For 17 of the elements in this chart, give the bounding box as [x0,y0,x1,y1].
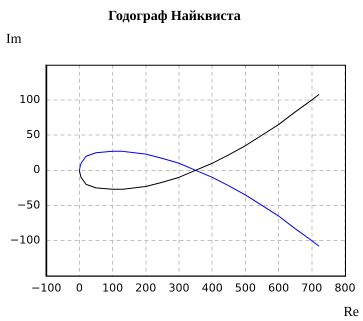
x-axis-title: Re [343,304,359,320]
x-tick-label: 400 [202,281,223,294]
chart-title: Годограф Найквиста [108,9,241,24]
y-tick-label: 50 [26,128,40,141]
x-tick-label: 200 [135,281,156,294]
y-tick-label: −100 [10,233,40,246]
y-tick-label: 100 [19,92,40,106]
x-tick-label: 600 [268,281,290,294]
x-tick-label: 0 [76,281,83,294]
x-tick-label: 700 [301,281,322,294]
x-tick-label: 800 [334,281,356,294]
x-tick-label: 500 [234,281,256,294]
y-axis-title: Im [6,32,22,47]
y-tick-label: −50 [16,198,40,212]
x-tick-label: 300 [168,281,190,294]
y-tick-label: 0 [33,163,40,176]
x-tick-label: 100 [102,281,124,294]
